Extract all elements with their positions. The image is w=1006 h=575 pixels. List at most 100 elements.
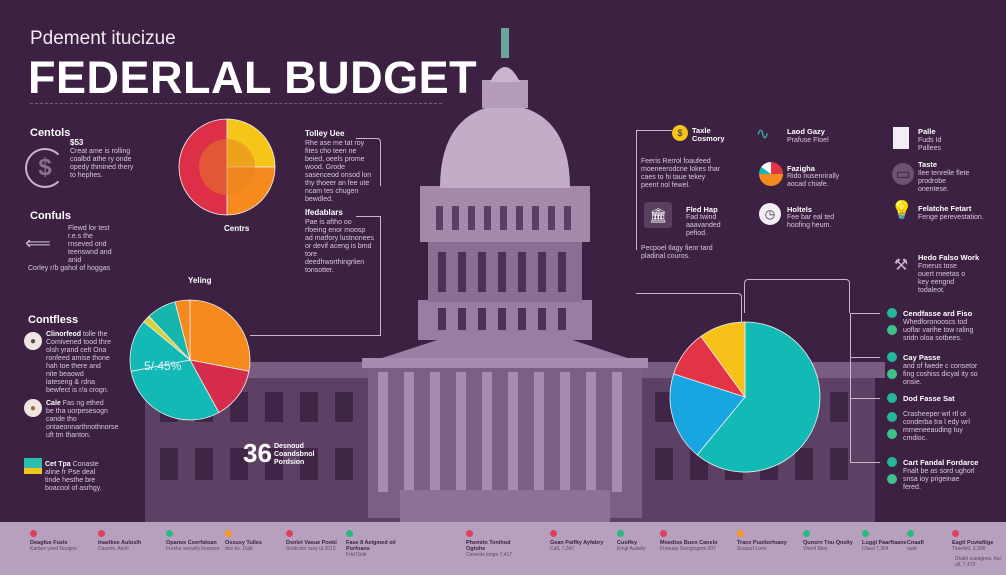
screen-icon: ▭ bbox=[892, 163, 914, 185]
footer-item-title: Cnaafl bbox=[907, 540, 924, 546]
list-item: Clinorfeod tolle the Comivened tood thre… bbox=[46, 331, 111, 395]
footer-item: Luggl Paarftaans Ulsed 7,364 bbox=[862, 530, 922, 552]
footer-item-title: Phemitn Tonihod Ogtohe bbox=[466, 540, 511, 552]
footer-item-title: Eaglt Puvtafilge bbox=[952, 540, 994, 546]
footer-item-title: Luggl Paarftaans bbox=[862, 540, 907, 546]
block-text: Rhe ase me tat roy fites cho teen ne bei… bbox=[305, 140, 372, 203]
footer-item-title: Opanse Coerfatoan bbox=[166, 540, 217, 546]
feature-text: Fenge perevestation. bbox=[918, 214, 984, 221]
feature-title: Fazigha bbox=[787, 164, 815, 173]
coin-icon: $ bbox=[672, 125, 688, 141]
feature-text: Fuds Id Pallees bbox=[918, 137, 942, 152]
status-dot-icon bbox=[617, 530, 624, 537]
footer-item-text: Karbox yoed Nougns bbox=[30, 546, 77, 552]
list-item: Cet Tpa Conaste aline fr Pse deal tinde … bbox=[45, 461, 110, 493]
wallet-icon bbox=[24, 458, 42, 474]
status-dot-icon bbox=[952, 530, 959, 537]
check-icon bbox=[887, 474, 897, 484]
pie-slice bbox=[174, 299, 191, 361]
document-icon bbox=[893, 127, 909, 149]
feature-text: Feeris Rerrol foaufeed moeneerodcne loke… bbox=[641, 158, 720, 189]
footer-item: Moedtse Buen Canslo Froeuay Seeigingem 20… bbox=[660, 530, 720, 552]
pie-left bbox=[129, 299, 251, 421]
feature-text: Fee bar eal ted hoofing heum. bbox=[787, 214, 835, 229]
list-item-title: Cay Passe bbox=[903, 353, 941, 362]
footer-item: Ossusy Tullss dns bs, Dalit bbox=[225, 530, 285, 552]
status-dot-icon bbox=[803, 530, 810, 537]
connector-line bbox=[850, 313, 880, 314]
feature-title: Fled Hap bbox=[686, 205, 718, 214]
status-dot-icon bbox=[30, 530, 37, 537]
stat-text: Desnoud Coandsbnol Pordsion bbox=[274, 443, 315, 466]
check-icon bbox=[887, 429, 897, 439]
pie-left-value: 5/.45% bbox=[144, 359, 182, 373]
stat-value: 36 bbox=[243, 438, 272, 468]
pie-slice bbox=[130, 359, 220, 421]
item-title: Cet Tpa bbox=[45, 461, 71, 468]
clock-icon: ◷ bbox=[759, 203, 781, 225]
footer-item-title: Fase 8 Aelgmed oil Porfoans bbox=[346, 540, 396, 552]
avatar: ● bbox=[24, 399, 42, 417]
footer-item-title: Qunsrn Tnu Qnelty bbox=[803, 540, 853, 546]
footer-item-title: Inaelkse Auloslh bbox=[98, 540, 142, 546]
status-dot-icon bbox=[907, 530, 914, 537]
footer-item-title: Cuolfey bbox=[617, 540, 638, 546]
footer-item-title: Trace Puoltorfoany bbox=[737, 540, 787, 546]
connector-line bbox=[850, 462, 880, 463]
feature-title: Hedo Falso Work bbox=[918, 253, 980, 262]
connector-line bbox=[850, 313, 880, 463]
check-icon bbox=[887, 412, 897, 422]
section-text: Creat ame is rolling coalbd athe ry onde… bbox=[70, 148, 134, 179]
avatar: ● bbox=[24, 332, 42, 350]
subtitle: Pdement itucizue bbox=[30, 28, 176, 49]
list-item-text: and of fwede c consetor fing coshiss dic… bbox=[903, 363, 978, 386]
status-dot-icon bbox=[286, 530, 293, 537]
block-heading: Ifedablars bbox=[305, 208, 343, 217]
footer-item: Dsnlet Vasue Pooki Sndiccfer tuey ul 2013 bbox=[286, 530, 346, 552]
pie-icon bbox=[759, 162, 783, 186]
section-heading: Contfless bbox=[28, 314, 79, 326]
footer: Deagfue Fuels Karbox yoed Nougns Inaelkse … bbox=[0, 522, 1006, 575]
list-item-title: Cendfasse ard Fiso bbox=[903, 309, 973, 318]
list-item-text: Whedforonooscs tod uoflar varihe tow ral… bbox=[903, 319, 974, 342]
connector-line bbox=[356, 216, 381, 336]
section-text: Flewd lor test r.e.s the rnseved ond tee… bbox=[68, 225, 112, 264]
divider bbox=[30, 103, 442, 104]
footer-item-text: Frtd Dnlir bbox=[346, 552, 367, 558]
list-item-text: Fnalt be as sord ughorl snsa ioy prigein… bbox=[903, 468, 975, 491]
feature-title: Felatche Fetart bbox=[918, 204, 972, 213]
feature-title: Holtels bbox=[787, 205, 813, 214]
status-dot-icon bbox=[346, 530, 353, 537]
item-text: tolle the Comivened tood thre olsh yrand… bbox=[46, 331, 111, 394]
check-icon bbox=[887, 325, 897, 335]
connector-line bbox=[636, 130, 672, 250]
section-heading: Centols bbox=[30, 127, 71, 139]
connector-line bbox=[850, 357, 880, 358]
footer-item: Cnaafl uuid bbox=[907, 530, 967, 552]
feature-text: Prafuse Ftoel bbox=[787, 137, 829, 144]
list-item-title: Dod Fasse Sat bbox=[903, 394, 955, 403]
feature-text: Rido nusenrirally aocad chiafe. bbox=[787, 173, 840, 188]
tools-icon: ⚒ bbox=[893, 257, 909, 274]
connector-line bbox=[744, 279, 850, 313]
feature-text: Ilee tenrelle flete prodrobe onentese. bbox=[918, 170, 970, 193]
pie-slice bbox=[189, 299, 251, 372]
list-item-title: Cart Fandal Fordarce bbox=[903, 458, 979, 467]
item-text: Fas ng ethed be tha uorpesesogn cande th… bbox=[46, 400, 119, 439]
connector-line bbox=[636, 293, 742, 325]
connector-line bbox=[250, 335, 360, 336]
amount: $53 bbox=[70, 138, 84, 147]
item-title: Cale bbox=[46, 400, 61, 407]
pie-top-inner-ring bbox=[199, 139, 255, 195]
footer-item-title: Gean Paiflty Ayfabry bbox=[550, 540, 604, 546]
status-dot-icon bbox=[862, 530, 869, 537]
footer-item: Qunsrn Tnu Qnelty Vheof Bios bbox=[803, 530, 863, 552]
footer-item-title: Deagfue Fuels bbox=[30, 540, 68, 546]
connector-line bbox=[356, 138, 381, 186]
footer-item-text: Vheof Bios bbox=[803, 546, 828, 552]
status-dot-icon bbox=[660, 530, 667, 537]
feature-text: Fad twind aaavanded pefiod. bbox=[686, 214, 721, 237]
footer-item-text: Fnrshe seeyely beaseor bbox=[166, 546, 220, 552]
status-dot-icon bbox=[225, 530, 232, 537]
